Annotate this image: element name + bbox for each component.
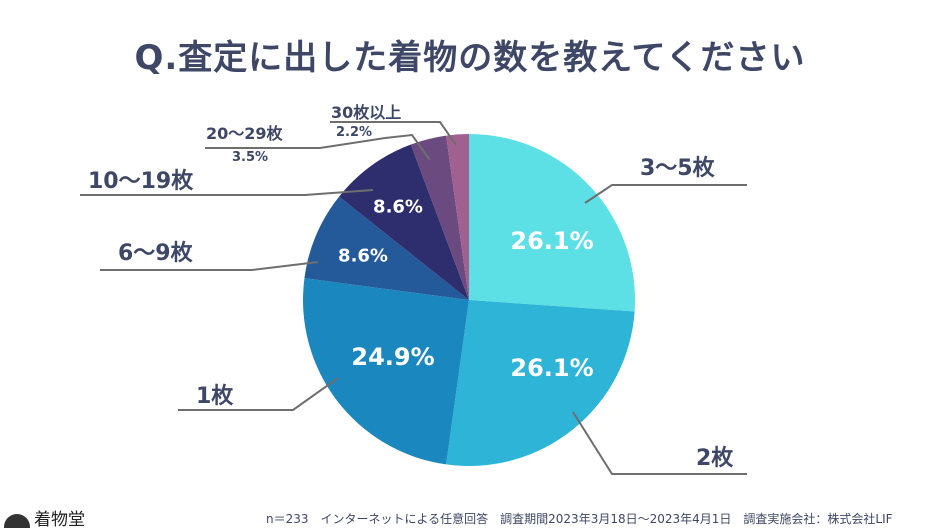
- pie-slice-0: [469, 134, 635, 312]
- leader-line-5: [205, 133, 431, 161]
- footer-note: n＝233 インターネットによる任意回答 調査期間2023年3月18日〜2023…: [266, 512, 893, 526]
- label-1: 1枚: [196, 384, 234, 409]
- label-3-5: 3〜5枚: [640, 156, 715, 181]
- pie-slice-2: [303, 278, 469, 465]
- pie-slice-4: [339, 144, 469, 300]
- leader-line-4: [80, 189, 374, 196]
- fan-icon: [4, 513, 30, 528]
- leader-line-1: [572, 411, 747, 475]
- pct-1: 24.9%: [351, 343, 435, 371]
- label-30plus: 30枚以上: [331, 103, 402, 122]
- label-20-29: 20〜29枚: [206, 124, 283, 143]
- leader-line-6: [330, 121, 457, 146]
- logo-text: 着物堂: [34, 510, 85, 529]
- label-2: 2枚: [696, 446, 734, 471]
- pct-2: 26.1%: [510, 354, 594, 382]
- pct-3-5: 26.1%: [510, 227, 594, 255]
- pie-slice-3: [304, 196, 469, 300]
- leader-line-0: [584, 184, 747, 204]
- pct-10-19: 8.6%: [373, 196, 423, 218]
- pie-slice-1: [446, 300, 635, 466]
- pct-30plus: 2.2%: [336, 125, 373, 140]
- chart-title: Q.査定に出した着物の数を教えてください: [134, 38, 806, 78]
- pct-20-29: 3.5%: [232, 150, 269, 165]
- leader-line-2: [178, 377, 339, 411]
- logo: 着物堂: [4, 505, 85, 529]
- pie-slice-6: [446, 134, 469, 300]
- label-10-19: 10〜19枚: [88, 169, 194, 194]
- label-6-9: 6〜9枚: [118, 241, 193, 266]
- pie-slice-5: [410, 135, 469, 300]
- leader-line-3: [100, 261, 319, 271]
- pct-6-9: 8.6%: [338, 245, 388, 267]
